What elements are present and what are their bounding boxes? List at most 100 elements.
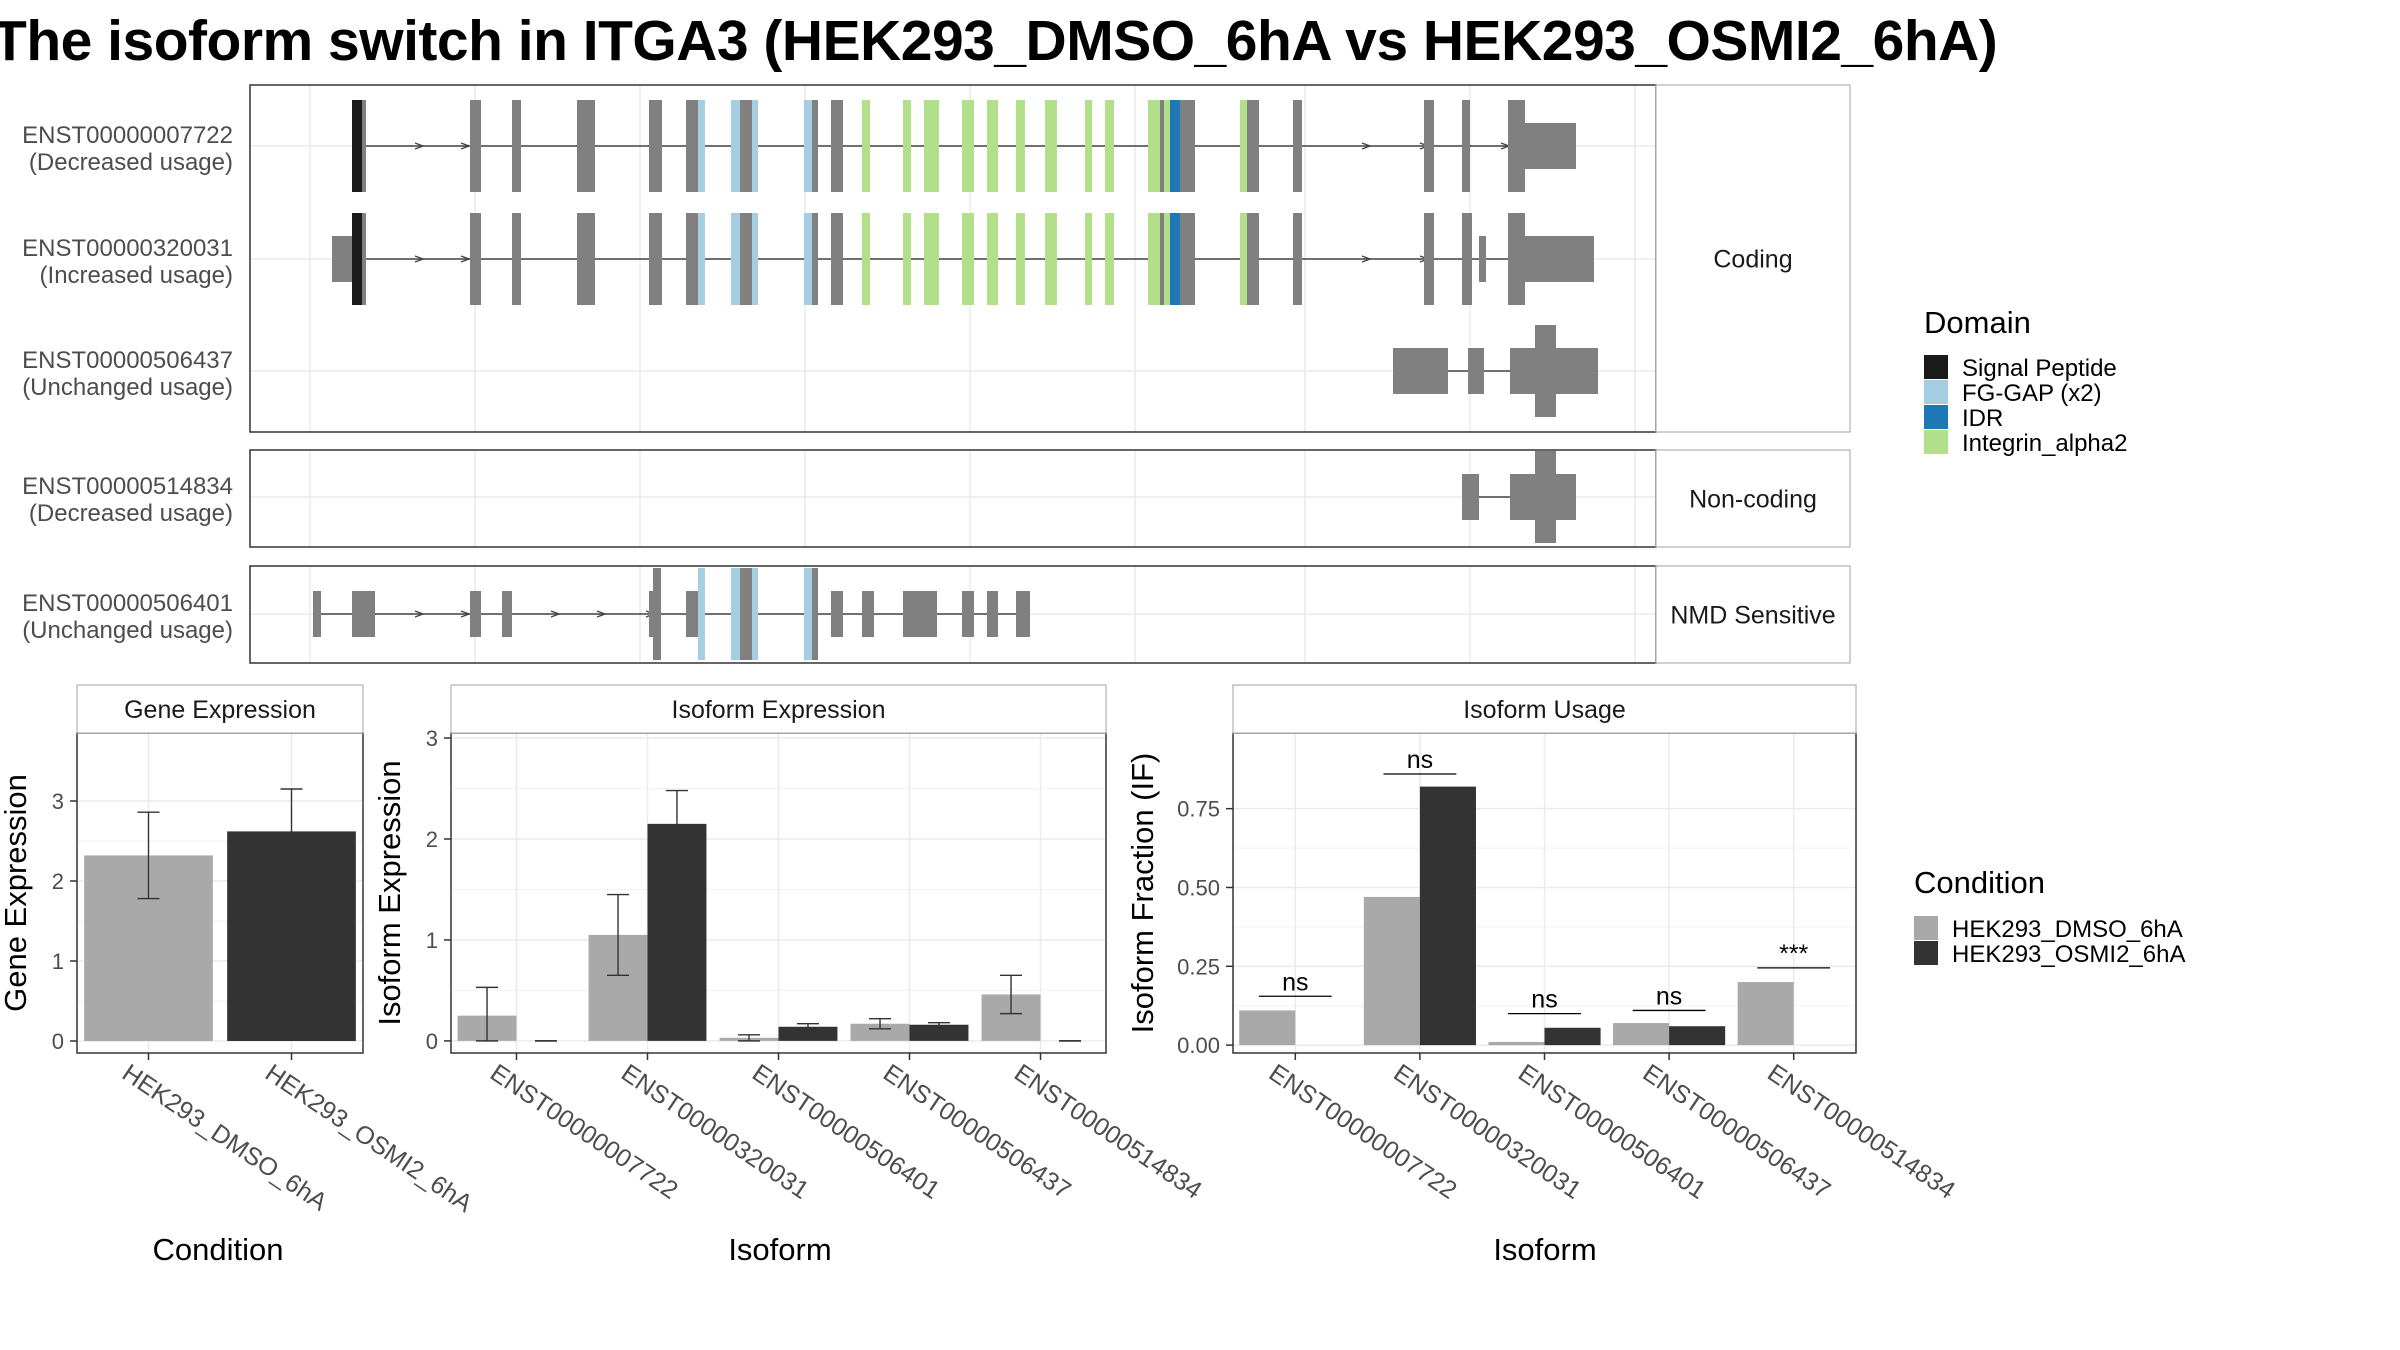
exon (1016, 100, 1025, 192)
bar (1613, 1023, 1670, 1046)
exon (1424, 213, 1434, 305)
exon (1180, 100, 1195, 192)
bar (1363, 896, 1420, 1046)
exon (1164, 100, 1170, 192)
y-tick-label: 0 (52, 1029, 64, 1054)
strip (450, 684, 1107, 734)
bar (1737, 982, 1794, 1046)
strand-arrow (596, 610, 607, 618)
legend-swatch (1914, 941, 1938, 965)
y-tick-label: 3 (52, 789, 64, 814)
transcript-id: ENST00000506437 (22, 347, 233, 374)
exon (686, 100, 698, 192)
exon (1508, 123, 1576, 169)
strand-arrow (460, 142, 471, 150)
y-tick-label: 2 (426, 827, 438, 852)
legend-label: IDR (1962, 405, 2003, 432)
exon (804, 100, 812, 192)
exon (862, 591, 874, 637)
exon (752, 568, 758, 660)
bar (778, 1026, 838, 1041)
x-axis-label: Isoform (728, 1232, 831, 1267)
transcript-id: ENST00000320031 (22, 235, 233, 262)
exon (1045, 100, 1057, 192)
y-tick-label: 1 (426, 928, 438, 953)
transcript-id: ENST00000007722 (22, 122, 233, 149)
exon (862, 213, 870, 305)
exon (1085, 213, 1092, 305)
y-axis-label: Gene Expression (0, 774, 33, 1012)
exon (698, 100, 705, 192)
exon (1016, 591, 1030, 637)
exon (470, 591, 481, 637)
exon (1247, 100, 1254, 192)
exon (649, 213, 662, 305)
significance-label: ns (1656, 982, 1682, 1010)
legend-label: Signal Peptide (1962, 355, 2117, 382)
strip-label: Coding (1713, 246, 1792, 274)
legend-title: Condition (1914, 865, 2045, 900)
bar (909, 1024, 969, 1041)
exon (1508, 236, 1594, 282)
exon (577, 213, 595, 305)
figure-title: The isoform switch in ITGA3 (HEK293_DMSO… (0, 9, 1998, 73)
exon (1148, 100, 1160, 192)
exon (1293, 100, 1302, 192)
significance-label: ns (1407, 746, 1433, 774)
exon (831, 591, 843, 637)
exon (1247, 213, 1254, 305)
exon (313, 591, 321, 637)
exon (362, 100, 366, 192)
exon (352, 213, 362, 305)
exon (752, 100, 758, 192)
exon (649, 100, 662, 192)
exon (502, 591, 512, 637)
strip-label: Non-coding (1689, 486, 1817, 514)
exon (987, 213, 998, 305)
bar (850, 1023, 910, 1041)
transcript-structure-ENST00000506401 (313, 568, 1030, 660)
legend-swatch (1924, 355, 1948, 379)
exon (1016, 213, 1025, 305)
exon (352, 591, 375, 637)
strip (1655, 84, 1851, 433)
exon (812, 213, 818, 305)
transcript-usage: (Unchanged usage) (22, 374, 233, 401)
exon (649, 591, 653, 637)
transcript-usage: (Increased usage) (40, 262, 233, 289)
exon (352, 100, 362, 192)
strip-label: NMD Sensitive (1670, 602, 1835, 630)
exon (1479, 236, 1486, 282)
exon (1293, 213, 1302, 305)
transcript-id: ENST00000514834 (22, 473, 233, 500)
legend-title: Domain (1924, 305, 2031, 340)
exon (686, 213, 698, 305)
bar (1419, 786, 1476, 1046)
exon (1240, 100, 1247, 192)
bar (1544, 1027, 1601, 1046)
strand-arrow (1361, 142, 1372, 150)
legend-swatch (1924, 405, 1948, 429)
transcript-structure-ENST00000007722 (352, 100, 1576, 192)
bar (1669, 1026, 1726, 1046)
exon (862, 100, 870, 192)
exon (1251, 100, 1259, 192)
exon (698, 213, 705, 305)
exon (1393, 348, 1448, 394)
y-axis-label: Isoform Fraction (IF) (1125, 753, 1160, 1034)
legend-swatch (1914, 916, 1938, 940)
exon (1251, 213, 1259, 305)
strand-arrow (414, 610, 425, 618)
bar-panel-1: Isoform Expression0123ENST00000007722ENS… (372, 684, 1207, 1267)
exon (577, 100, 595, 192)
legend-label: HEK293_OSMI2_6hA (1952, 941, 2185, 968)
exon (470, 213, 481, 305)
exon (740, 100, 752, 192)
transcript-structure-ENST00000506437 (1393, 325, 1598, 417)
exon (1164, 213, 1170, 305)
exon (1105, 213, 1114, 305)
strand-arrow (460, 610, 471, 618)
bar (1239, 1010, 1296, 1046)
